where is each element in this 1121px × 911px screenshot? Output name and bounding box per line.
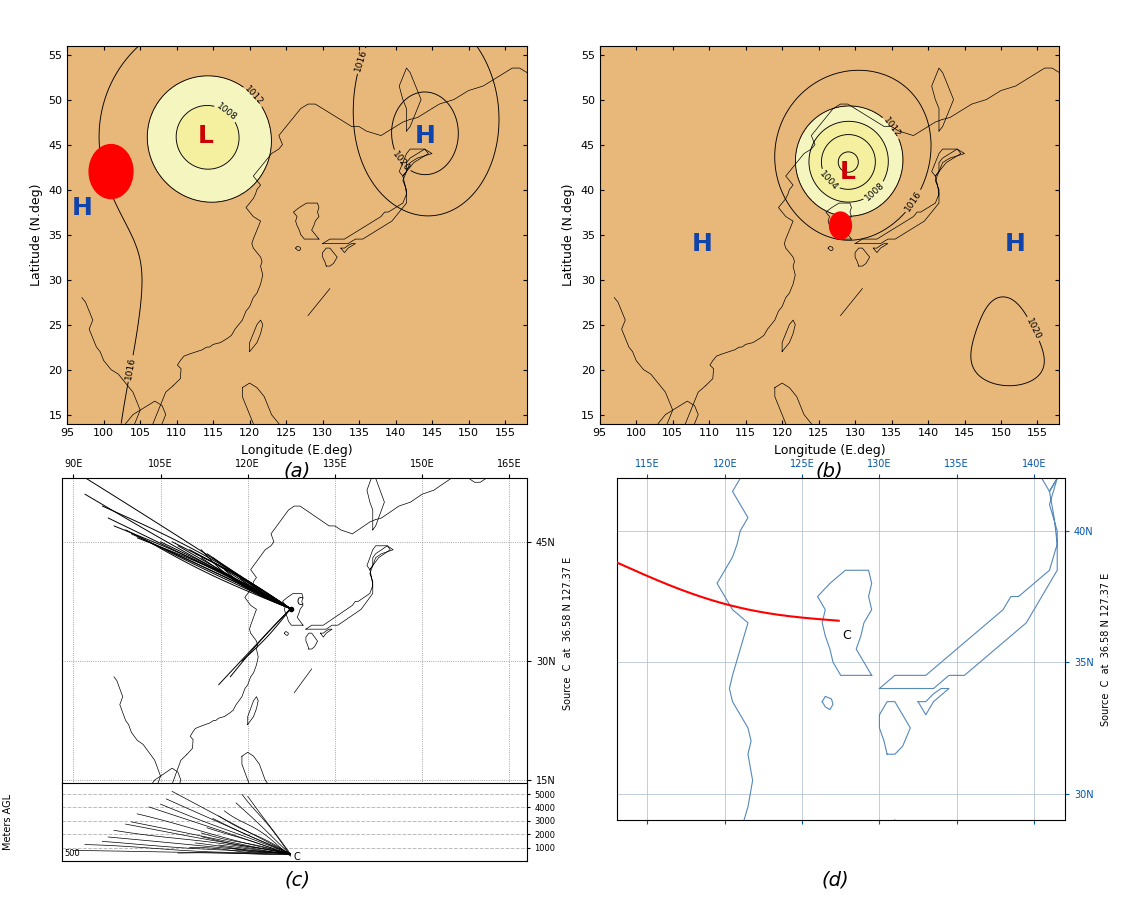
Y-axis label: Latitude (N.deg): Latitude (N.deg) bbox=[563, 183, 575, 286]
Text: 1012: 1012 bbox=[242, 85, 265, 107]
Text: H: H bbox=[692, 231, 712, 256]
Text: (d): (d) bbox=[822, 871, 849, 889]
Circle shape bbox=[90, 145, 133, 199]
X-axis label: Longitude (E.deg): Longitude (E.deg) bbox=[241, 444, 353, 457]
Text: 1020: 1020 bbox=[1025, 316, 1043, 341]
Text: 1020: 1020 bbox=[390, 149, 411, 173]
Y-axis label: Latitude (N.deg): Latitude (N.deg) bbox=[30, 183, 43, 286]
Text: 1008: 1008 bbox=[214, 101, 239, 123]
Circle shape bbox=[830, 212, 852, 239]
Y-axis label: Meters AGL: Meters AGL bbox=[3, 794, 13, 850]
Text: H: H bbox=[1006, 231, 1026, 256]
Text: 1012: 1012 bbox=[881, 116, 902, 139]
Y-axis label: Source  C  at  36.58 N 127.37 E: Source C at 36.58 N 127.37 E bbox=[563, 557, 573, 710]
Text: L: L bbox=[198, 124, 214, 148]
Text: C: C bbox=[296, 597, 303, 607]
Text: 1016: 1016 bbox=[124, 356, 137, 381]
Text: (b): (b) bbox=[816, 461, 843, 480]
Text: 1016: 1016 bbox=[353, 48, 369, 73]
Text: H: H bbox=[415, 124, 435, 148]
Text: 1004: 1004 bbox=[817, 169, 840, 192]
Text: 1016: 1016 bbox=[904, 189, 924, 213]
Text: H: H bbox=[72, 196, 92, 220]
Text: 500: 500 bbox=[65, 849, 81, 858]
Text: L: L bbox=[840, 159, 855, 184]
Text: C: C bbox=[842, 629, 851, 641]
Text: C: C bbox=[294, 852, 300, 862]
Text: 1008: 1008 bbox=[863, 180, 887, 203]
Text: (a): (a) bbox=[284, 461, 311, 480]
Y-axis label: Source  C  at  36.58 N 127.37 E: Source C at 36.58 N 127.37 E bbox=[1101, 572, 1111, 726]
X-axis label: Longitude (E.deg): Longitude (E.deg) bbox=[773, 444, 886, 457]
Text: (c): (c) bbox=[284, 871, 311, 889]
